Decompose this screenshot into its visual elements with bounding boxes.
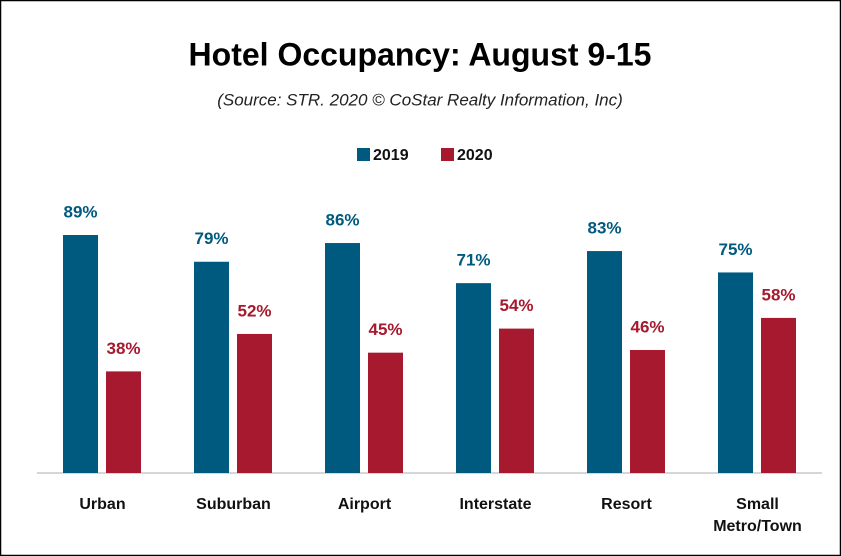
legend-swatch bbox=[441, 148, 454, 161]
data-label: 83% bbox=[587, 219, 621, 238]
chart-subtitle: (Source: STR. 2020 © CoStar Realty Infor… bbox=[217, 90, 623, 109]
bar bbox=[630, 349, 665, 473]
x-tick-label: Interstate bbox=[459, 496, 532, 513]
data-label: 86% bbox=[325, 211, 359, 230]
legend-label: 2020 bbox=[457, 147, 493, 164]
chart-title: Hotel Occupancy: August 9-15 bbox=[189, 36, 652, 72]
data-label: 71% bbox=[456, 251, 490, 270]
data-label: 89% bbox=[63, 202, 97, 221]
bar bbox=[106, 371, 141, 473]
data-label: 46% bbox=[630, 317, 664, 336]
legend-swatch bbox=[357, 148, 370, 161]
x-tick-label: Small Metro/Town bbox=[713, 496, 802, 535]
bar bbox=[718, 272, 753, 473]
data-label: 45% bbox=[368, 320, 402, 339]
data-label: 75% bbox=[718, 240, 752, 259]
x-tick-label: Resort bbox=[601, 496, 652, 513]
bar bbox=[499, 328, 534, 473]
bar bbox=[194, 261, 229, 473]
data-label: 58% bbox=[761, 285, 795, 304]
bar bbox=[456, 283, 491, 473]
data-label: 38% bbox=[106, 339, 140, 358]
legend-label: 2019 bbox=[373, 147, 409, 164]
bar bbox=[368, 352, 403, 473]
bar bbox=[761, 317, 796, 473]
x-tick-label: Urban bbox=[79, 496, 126, 513]
x-tick-label: Airport bbox=[337, 496, 392, 513]
x-tick-label: Suburban bbox=[196, 496, 271, 513]
bar bbox=[63, 235, 98, 473]
data-label: 79% bbox=[194, 229, 228, 248]
bar bbox=[237, 333, 272, 473]
bar bbox=[325, 243, 360, 473]
data-label: 54% bbox=[499, 296, 533, 315]
data-label: 52% bbox=[237, 301, 271, 320]
bar bbox=[587, 251, 622, 473]
